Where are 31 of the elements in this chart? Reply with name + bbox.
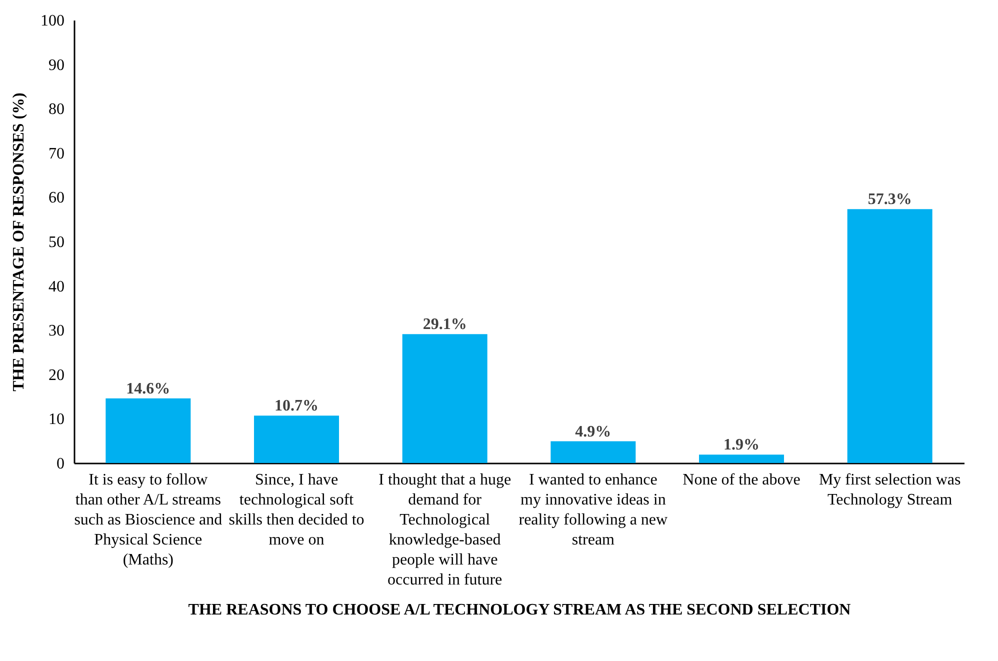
y-axis-title: THE PRESENTAGE OF RESPONSES (%) (10, 92, 28, 392)
y-tick-label: 50 (48, 234, 64, 251)
data-label: 4.9% (575, 423, 612, 440)
y-tick-label: 100 (40, 12, 64, 30)
y-tick-label: 60 (48, 190, 64, 207)
y-tick-label: 40 (48, 278, 64, 296)
x-tick-label: None of the above (682, 472, 800, 488)
y-tick-label: 0 (56, 456, 64, 472)
data-label: 57.3% (868, 191, 912, 208)
y-tick-label: 80 (48, 101, 64, 118)
bar (402, 334, 488, 463)
x-tick-label: Since, I have technological soft skills then decided to move on (228, 472, 364, 548)
data-label: 29.1% (422, 316, 467, 334)
x-tick-label: I thought that a huge demand for Technological knowledge-based people will have occurred in future (378, 472, 512, 588)
y-tick-label: 30 (48, 322, 64, 340)
bar (550, 441, 636, 463)
y-tick-label: 90 (48, 56, 64, 74)
bar (254, 416, 339, 463)
x-tick-label: I wanted to enhance my innovative ideas in reality following a new stream (518, 472, 668, 548)
y-tick-label: 10 (48, 411, 64, 428)
data-label: 14.6% (126, 380, 170, 398)
x-axis-title: THE REASONS TO CHOOSE A/L TECHNOLOGY STREAM AS THE SECOND SELECTION (188, 602, 852, 618)
bar (847, 209, 932, 463)
y-tick-label: 20 (48, 366, 64, 384)
x-tick-label: My first selection was Technology Stream (818, 472, 961, 508)
data-label: 10.7% (274, 398, 318, 415)
data-label: 1.9% (724, 436, 760, 454)
bar (106, 398, 191, 463)
bar (699, 454, 784, 463)
x-tick-label: It is easy to follow than other A/L streams such as Bioscience and Physical Science (Maths) (74, 472, 222, 568)
y-tick-label: 70 (48, 145, 64, 162)
